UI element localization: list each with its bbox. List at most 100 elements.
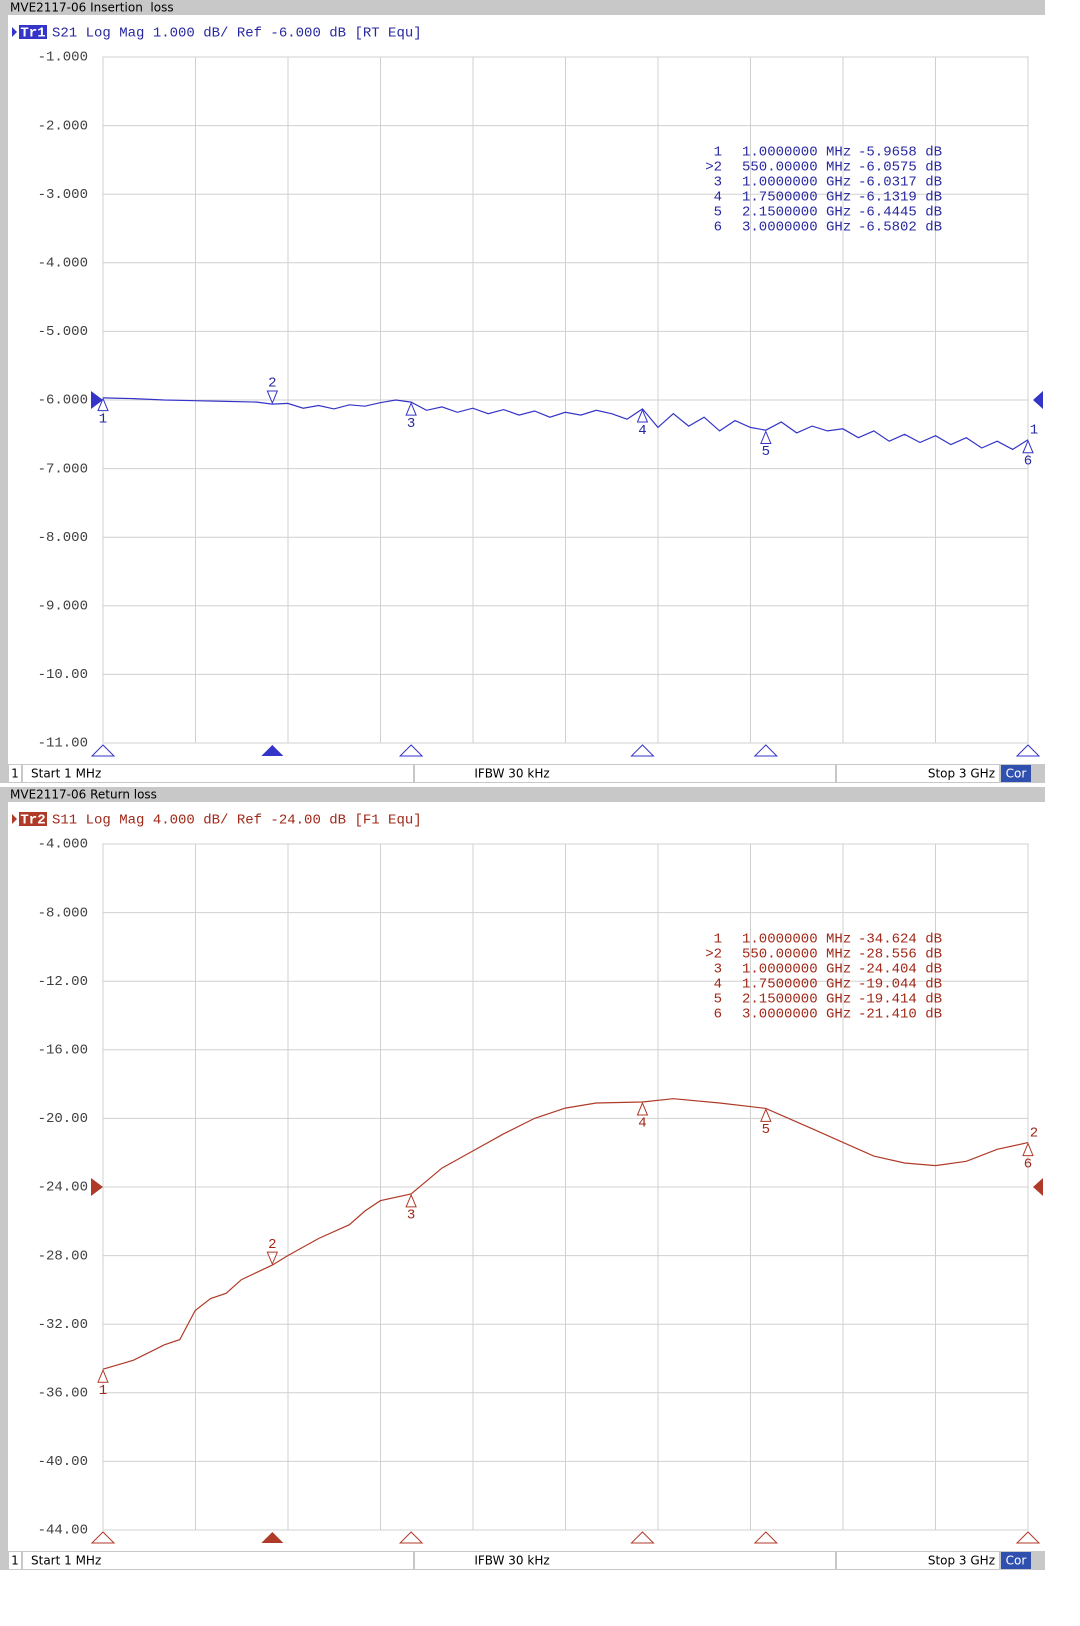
y-tick-label: -16.00 <box>38 1043 88 1059</box>
marker-number: 6 <box>1024 454 1032 470</box>
marker-table-frequency: 1.0000000 GHz <box>742 962 851 978</box>
footer-field <box>9 1552 21 1569</box>
y-tick-label: -44.00 <box>38 1523 88 1539</box>
footer-field <box>23 765 413 782</box>
left-border <box>0 0 8 782</box>
marker-table-value: -5.9658 dB <box>858 145 942 161</box>
marker-table-id: 5 <box>714 205 722 221</box>
marker-number: 4 <box>638 1116 646 1132</box>
footer-field <box>415 765 835 782</box>
y-tick-label: -8.000 <box>38 530 88 546</box>
marker-triangle <box>636 408 649 423</box>
marker-table-id: 3 <box>714 175 722 191</box>
trace-subtitle: S11 Log Mag 4.000 dB/ Ref -24.00 dB [F1 … <box>52 813 422 829</box>
y-tick-label: -4.000 <box>38 837 88 853</box>
marker-triangle <box>97 397 109 412</box>
y-tick-label: -32.00 <box>38 1317 88 1333</box>
correction-box[interactable] <box>1001 765 1031 782</box>
y-tick-label: -36.00 <box>38 1386 88 1402</box>
marker-table-frequency: 2.1500000 GHz <box>742 205 851 221</box>
marker-table-id: 4 <box>714 190 722 206</box>
trace-line <box>102 1098 1029 1370</box>
marker-number: 5 <box>762 444 770 460</box>
y-tick-label: -7.000 <box>38 461 88 477</box>
marker-table-value: -21.410 dB <box>858 1007 942 1023</box>
axis-marker <box>630 1531 655 1544</box>
marker-table-id: 4 <box>714 977 722 993</box>
marker-table-frequency: 3.0000000 GHz <box>742 1007 851 1023</box>
axis-marker <box>630 744 655 757</box>
marker-triangle <box>636 1101 649 1116</box>
trace-label-box[interactable] <box>19 812 47 826</box>
footer-ifbw: IFBW 30 kHz <box>474 767 549 781</box>
marker-table-value: -6.0317 dB <box>858 175 942 191</box>
axis-marker <box>398 1531 424 1544</box>
footer-stop: Stop 3 GHz <box>928 767 995 781</box>
trace-number: 2 <box>1030 1125 1038 1141</box>
marker-table-id: 3 <box>714 962 722 978</box>
y-tick-label: -10.00 <box>38 667 88 683</box>
marker-table-frequency: 550.00000 MHz <box>742 160 851 176</box>
footer-correction[interactable]: Cor <box>1006 1554 1027 1568</box>
footer-ifbw: IFBW 30 kHz <box>474 1554 549 1568</box>
footer-channel: 1 <box>11 767 19 781</box>
trace-indicator <box>12 814 17 824</box>
marker-table-value: -6.1319 dB <box>858 190 942 206</box>
footer-correction[interactable]: Cor <box>1006 767 1027 781</box>
trace-label-box[interactable] <box>19 25 47 39</box>
marker-table-id: 1 <box>714 145 722 161</box>
marker-triangle <box>405 1193 417 1208</box>
y-tick-label: -4.000 <box>38 256 88 272</box>
y-tick-label: -5.000 <box>38 324 88 340</box>
marker-triangle <box>266 1251 279 1266</box>
title-bar <box>0 787 1045 802</box>
panel-title: MVE2117-06 Return loss <box>10 788 157 802</box>
marker-number: 3 <box>407 1208 415 1224</box>
marker-table-value: -6.4445 dB <box>858 205 942 221</box>
trace-label[interactable]: Tr1 <box>20 26 45 42</box>
axis-marker <box>1015 1531 1041 1544</box>
marker-triangle <box>405 401 417 416</box>
axis-marker <box>753 744 779 757</box>
axis-marker <box>90 744 116 757</box>
marker-table-id: 6 <box>714 1007 722 1023</box>
y-tick-label: -2.000 <box>38 118 88 134</box>
left-border <box>0 787 8 1569</box>
trace-label[interactable]: Tr2 <box>20 813 45 829</box>
marker-table-frequency: 3.0000000 GHz <box>742 220 851 236</box>
footer-start: Start 1 MHz <box>31 1554 101 1568</box>
footer-stop: Stop 3 GHz <box>928 1554 995 1568</box>
ref-marker <box>1033 391 1043 409</box>
y-tick-label: -8.000 <box>38 905 88 921</box>
marker-number: 3 <box>407 416 415 432</box>
axis-marker <box>90 1531 116 1544</box>
y-tick-label: -9.000 <box>38 599 88 615</box>
ref-marker <box>91 1178 103 1196</box>
marker-table-value: -19.044 dB <box>858 977 942 993</box>
y-tick-label: -20.00 <box>38 1111 88 1127</box>
marker-table-id: >2 <box>705 160 722 176</box>
footer-field <box>415 1552 835 1569</box>
correction-box[interactable] <box>1001 1552 1031 1569</box>
marker-triangle <box>760 430 772 444</box>
trace-number: 1 <box>1030 422 1038 438</box>
y-tick-label: -24.00 <box>38 1180 88 1196</box>
marker-number: 1 <box>99 1383 107 1399</box>
marker-table-frequency: 1.0000000 GHz <box>742 175 851 191</box>
trace-indicator <box>12 27 17 37</box>
marker-table-id: >2 <box>705 947 722 963</box>
marker-number: 2 <box>268 1237 276 1253</box>
trace-subtitle: S21 Log Mag 1.000 dB/ Ref -6.000 dB [RT … <box>52 26 422 42</box>
marker-table-value: -28.556 dB <box>858 947 942 963</box>
marker-table-value: -34.624 dB <box>858 932 942 948</box>
marker-table-frequency: 2.1500000 GHz <box>742 992 851 1008</box>
y-tick-label: -40.00 <box>38 1454 88 1470</box>
footer-field <box>9 765 21 782</box>
marker-number: 1 <box>99 411 107 427</box>
ref-marker <box>1033 1178 1043 1196</box>
y-tick-label: -12.00 <box>38 974 88 990</box>
marker-triangle <box>1022 1142 1034 1157</box>
axis-marker <box>398 744 424 757</box>
y-tick-label: -6.000 <box>38 393 88 409</box>
y-tick-label: -3.000 <box>38 187 88 203</box>
